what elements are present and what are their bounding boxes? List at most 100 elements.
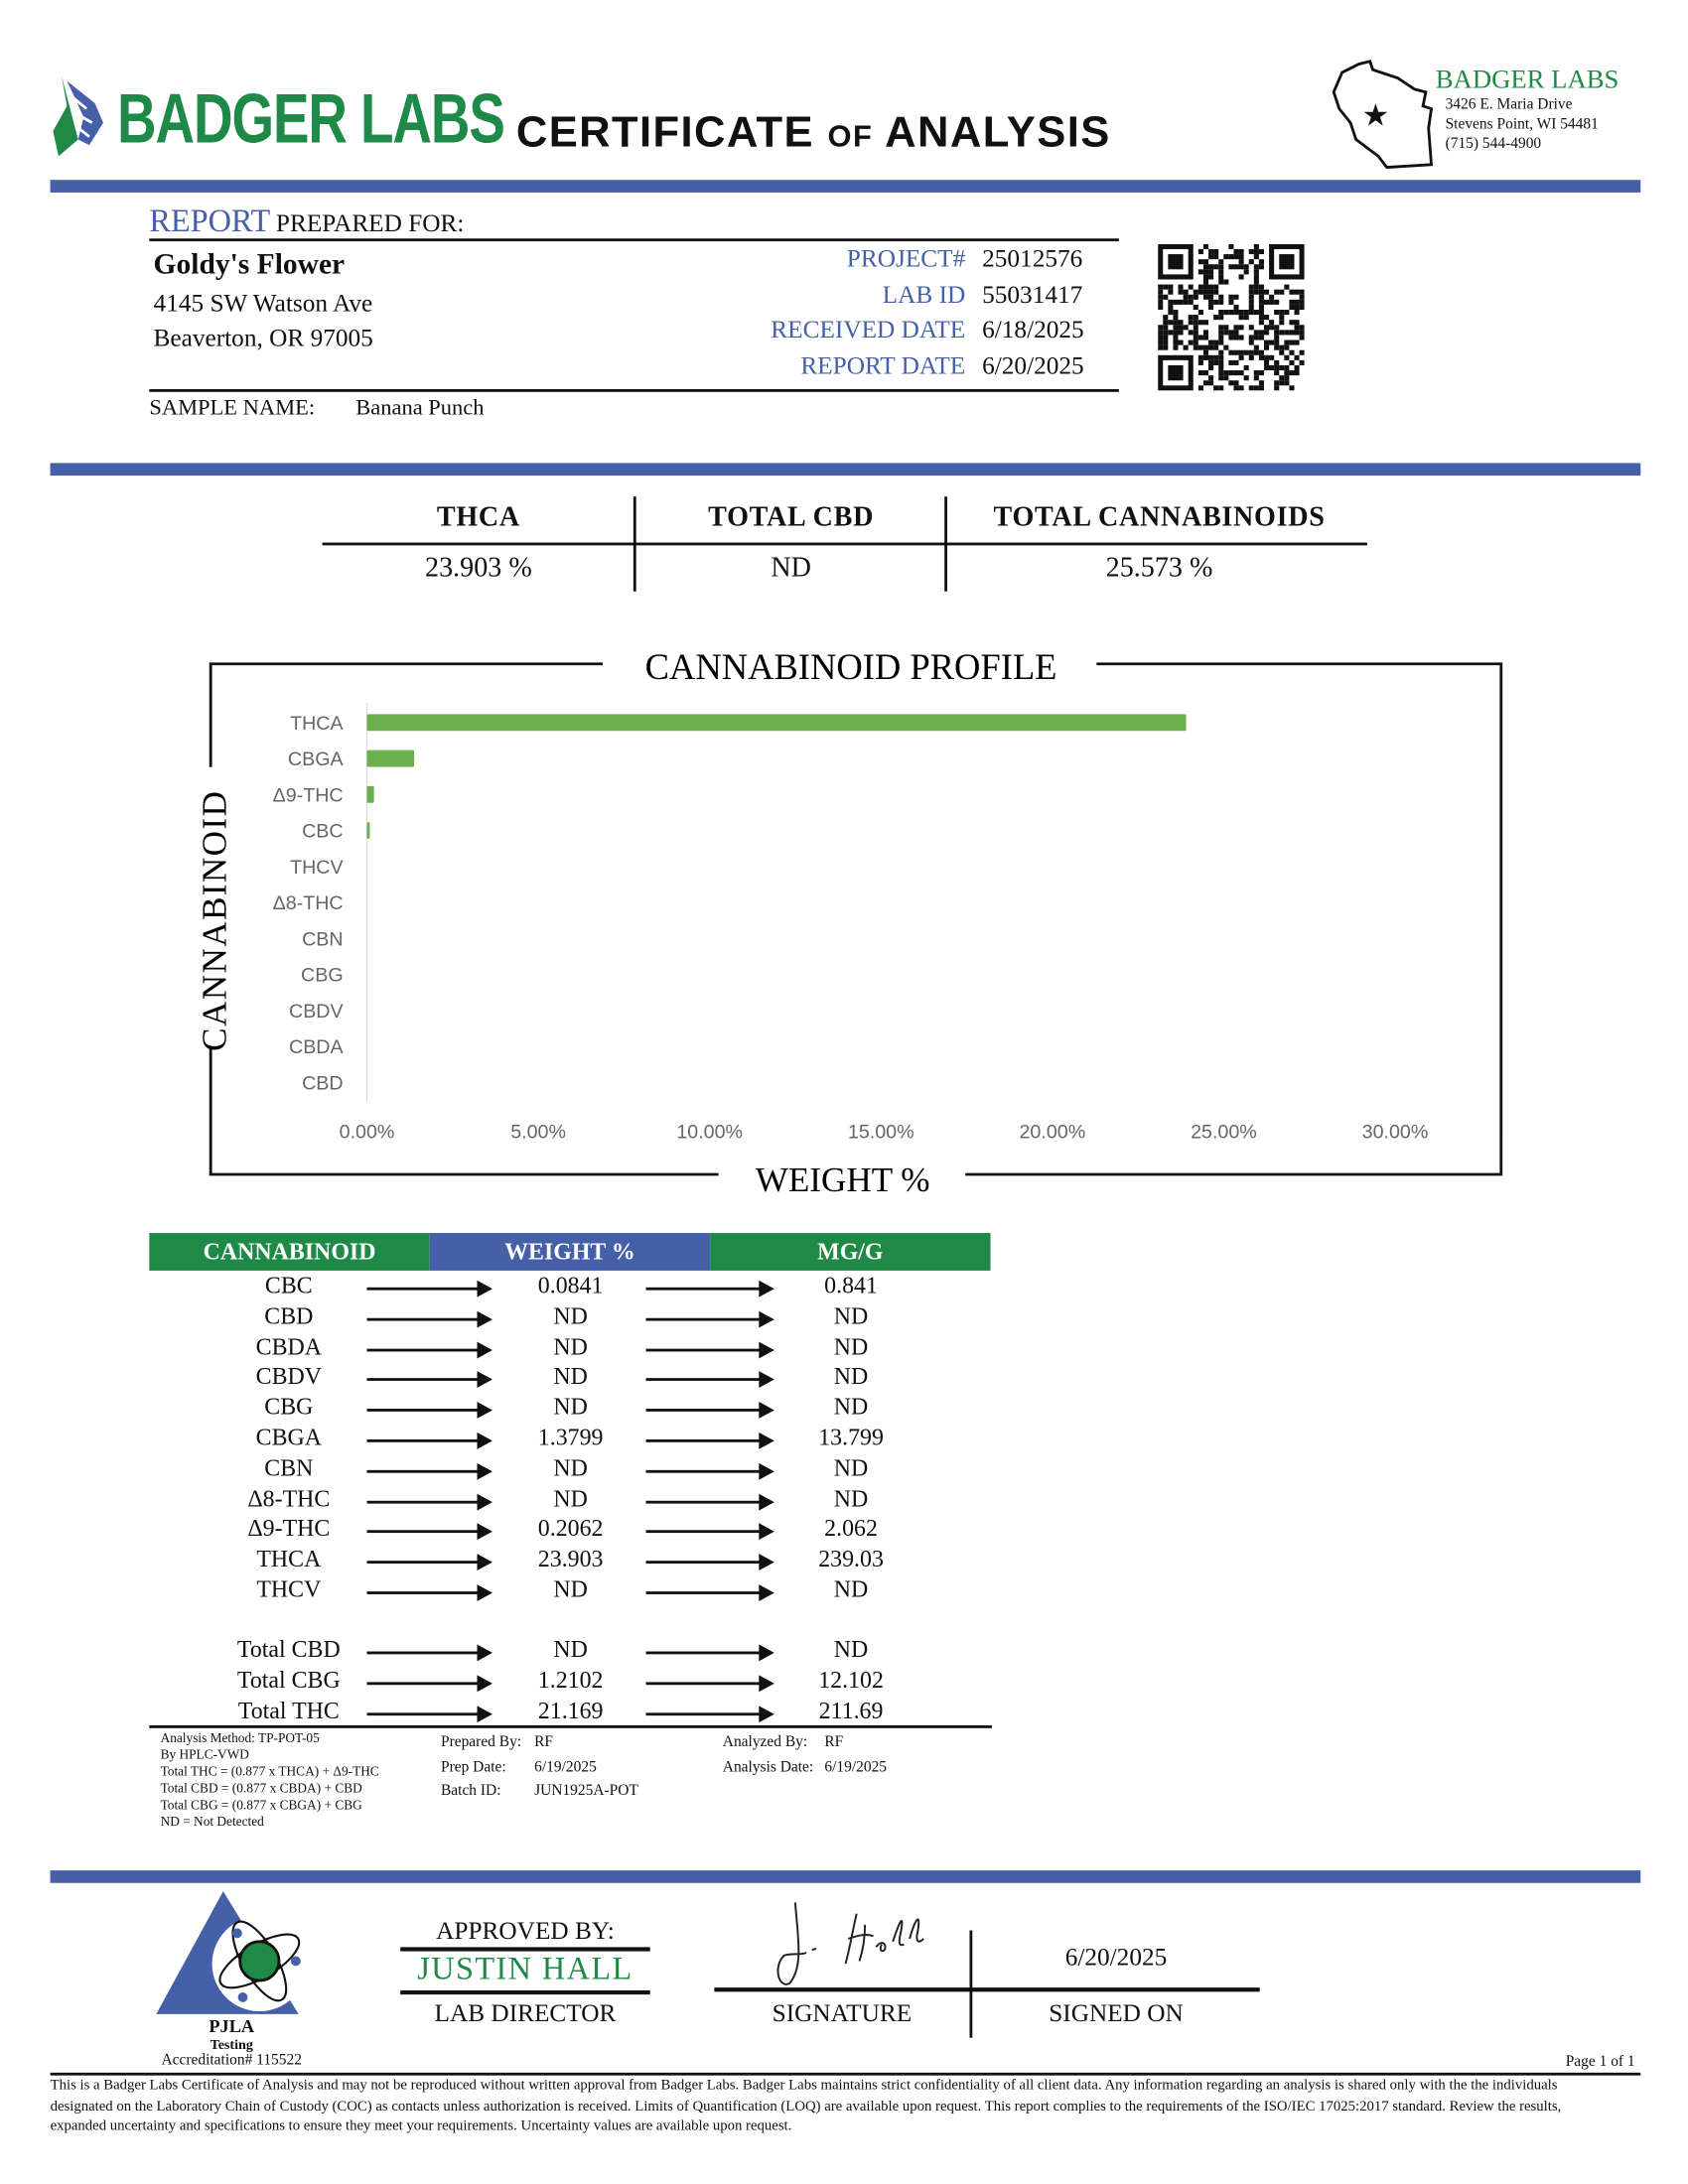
weight-value: 1.3799 bbox=[537, 1424, 604, 1451]
arrow-icon bbox=[366, 1310, 492, 1328]
results-bottom-rule bbox=[149, 1724, 992, 1728]
analyzed-by-label: Analyzed By: bbox=[722, 1733, 808, 1751]
table-row: Total CBG 1.2102 12.102 bbox=[149, 1667, 992, 1698]
field-value: 6/20/2025 bbox=[982, 351, 1084, 380]
arrow-icon bbox=[645, 1280, 774, 1297]
cannabinoid-name: CBC bbox=[264, 1272, 313, 1299]
report-heading-prepared-for: PREPARED FOR: bbox=[275, 208, 465, 237]
cannabinoid-name: CBDV bbox=[255, 1363, 323, 1390]
arrow-icon bbox=[645, 1462, 774, 1480]
table-row: CBDV ND ND bbox=[149, 1363, 992, 1394]
cannabinoid-name: THCV bbox=[256, 1575, 322, 1603]
arrow-icon bbox=[645, 1675, 774, 1692]
cannabinoid-name: THCA bbox=[256, 1546, 322, 1572]
signature-image bbox=[776, 1902, 924, 1985]
mgg-value: 211.69 bbox=[818, 1697, 884, 1724]
title-certificate: CERTIFICATE bbox=[515, 107, 815, 157]
client-address-line2: Beaverton, OR 97005 bbox=[153, 323, 373, 352]
approval-rule bbox=[400, 1947, 650, 1951]
table-row: Total CBD ND ND bbox=[149, 1636, 992, 1667]
arrow-icon bbox=[645, 1432, 774, 1449]
weight-value: ND bbox=[553, 1393, 588, 1421]
chart-x-tick-label: 0.00% bbox=[340, 1121, 395, 1143]
field-value: 6/18/2025 bbox=[982, 316, 1084, 344]
arrow-icon bbox=[366, 1341, 492, 1358]
client-name: Goldy's Flower bbox=[153, 246, 346, 281]
chart-x-tick-label: 20.00% bbox=[1020, 1121, 1086, 1143]
disclaimer-rule bbox=[50, 2072, 1641, 2076]
field-value: 55031417 bbox=[982, 279, 1083, 309]
qr-code[interactable] bbox=[1158, 243, 1305, 391]
mgg-value: ND bbox=[833, 1636, 869, 1663]
mgg-value: ND bbox=[833, 1454, 869, 1481]
mgg-value: ND bbox=[833, 1332, 869, 1360]
chart-frame bbox=[209, 662, 1503, 1176]
col-header-mgg: MG/G bbox=[710, 1233, 991, 1271]
mgg-value: ND bbox=[833, 1575, 869, 1603]
arrow-icon bbox=[645, 1310, 774, 1328]
arrow-icon bbox=[366, 1523, 492, 1541]
svg-text:★: ★ bbox=[1361, 97, 1389, 132]
cannabinoid-name: CBDA bbox=[255, 1332, 323, 1360]
chart-category-label: CBG bbox=[301, 965, 344, 987]
weight-value: 21.169 bbox=[537, 1697, 604, 1724]
footnote: By HPLC-VWD bbox=[160, 1748, 249, 1763]
title-analysis: ANALYSIS bbox=[885, 107, 1111, 157]
document-title: CERTIFICATE OF ANALYSIS bbox=[516, 107, 1111, 158]
arrow-icon bbox=[645, 1493, 774, 1511]
page-number: Page 1 of 1 bbox=[1565, 2053, 1635, 2071]
cannabinoid-profile-chart: CANNABINOID PROFILE WEIGHT % CANNABINOID… bbox=[196, 646, 1503, 1199]
weight-value: 0.0841 bbox=[537, 1272, 604, 1299]
pjla-accreditation-logo-icon bbox=[156, 1891, 308, 2014]
analysis-date: 6/19/2025 bbox=[824, 1758, 888, 1775]
sample-name: Banana Punch bbox=[355, 396, 485, 420]
section-divider bbox=[50, 463, 1641, 477]
accreditation-number: Accreditation# 115522 bbox=[161, 2051, 302, 2069]
table-row: CBC 0.0841 0.841 bbox=[149, 1272, 992, 1302]
mgg-value: ND bbox=[833, 1484, 869, 1512]
table-row: THCA 23.903 239.03 bbox=[149, 1546, 992, 1576]
report-heading: REPORT PREPARED FOR: bbox=[149, 204, 464, 240]
arrow-icon bbox=[366, 1280, 492, 1297]
arrow-icon bbox=[366, 1402, 492, 1420]
mgg-value: ND bbox=[833, 1301, 869, 1329]
weight-value: ND bbox=[553, 1484, 588, 1512]
badger-labs-logo-text: BADGER LABS bbox=[117, 79, 505, 158]
chart-bar bbox=[366, 822, 370, 839]
table-row: CBGA 1.3799 13.799 bbox=[149, 1425, 992, 1455]
weight-value: 0.2062 bbox=[537, 1515, 604, 1543]
lab-phone: (715) 544-4900 bbox=[1445, 135, 1542, 153]
mgg-value: ND bbox=[833, 1393, 869, 1421]
footnotes: Analysis Method: TP-POT-05 By HPLC-VWD Tot… bbox=[161, 1731, 379, 1832]
weight-value: ND bbox=[553, 1636, 588, 1663]
disclaimer: This is a Badger Labs Certificate of Ana… bbox=[50, 2078, 1562, 2134]
arrow-icon bbox=[645, 1523, 774, 1541]
header-divider bbox=[50, 180, 1641, 193]
chart-category-label: Δ8-THC bbox=[273, 892, 344, 914]
weight-value: ND bbox=[553, 1575, 588, 1603]
pjla-logo-text: PJLA bbox=[209, 2015, 255, 2037]
cannabinoid-name: Total CBD bbox=[236, 1636, 341, 1663]
approver-name: JUSTIN HALL bbox=[417, 1951, 633, 1986]
sample-name-label: SAMPLE NAME: bbox=[149, 396, 316, 420]
chart-x-axis-label: WEIGHT % bbox=[756, 1160, 930, 1199]
approver-title: LAB DIRECTOR bbox=[434, 1998, 617, 2027]
lab-name: BADGER LABS bbox=[1435, 66, 1619, 95]
prep-date: 6/19/2025 bbox=[534, 1758, 597, 1775]
field-label: RECEIVED DATE bbox=[771, 316, 966, 344]
lab-street: 3426 E. Maria Drive bbox=[1445, 95, 1573, 113]
weight-value: ND bbox=[553, 1301, 588, 1329]
footnote: Total CBD = (0.877 x CBDA) + CBD bbox=[160, 1782, 362, 1797]
weight-value: ND bbox=[553, 1454, 588, 1481]
table-row: CBN ND ND bbox=[149, 1454, 992, 1485]
weight-value: ND bbox=[553, 1363, 588, 1390]
footnote: Analysis Method: TP-POT-05 bbox=[160, 1732, 320, 1747]
prepared-by: RF bbox=[534, 1733, 554, 1751]
table-row: Δ9-THC 0.2062 2.062 bbox=[149, 1515, 992, 1546]
client-address-line1: 4145 SW Watson Ave bbox=[153, 288, 373, 317]
arrow-icon bbox=[645, 1554, 774, 1571]
chart-title: CANNABINOID PROFILE bbox=[645, 646, 1057, 687]
summary-rule bbox=[322, 542, 1367, 546]
chart-category-label: CBDA bbox=[289, 1036, 345, 1058]
